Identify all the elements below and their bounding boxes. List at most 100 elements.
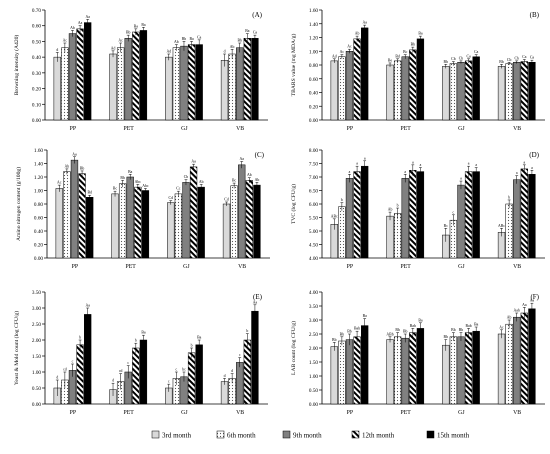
bar	[174, 193, 183, 259]
y-tick-label: 1.50	[32, 354, 41, 360]
significance-label: Ba	[363, 314, 368, 318]
significance-label: Bb	[80, 166, 85, 170]
significance-label: Ca	[253, 31, 258, 35]
significance-label: ABb	[386, 332, 393, 336]
bar	[528, 174, 536, 259]
y-tick-label: 0.50	[32, 39, 41, 45]
y-tick-label: 0.20	[309, 104, 318, 110]
significance-label: bc	[182, 368, 186, 372]
significance-label: Bb	[120, 176, 125, 180]
y-tick-label: 0.00	[309, 402, 318, 408]
bar	[361, 27, 369, 121]
bar	[386, 215, 394, 259]
significance-label: d	[112, 379, 114, 383]
y-tick-label: 6.00	[309, 202, 318, 208]
bar	[409, 49, 417, 121]
significance-label: Bab	[410, 324, 416, 328]
bar	[393, 213, 402, 259]
significance-label: Aa	[522, 303, 527, 307]
bar	[238, 164, 246, 259]
significance-label: cd	[63, 368, 67, 372]
bar	[132, 347, 140, 405]
y-tick-label: 0.00	[309, 118, 318, 124]
chart-panel-1: 0.00 0.10 0.20 0.30 0.40 0.50 0.60 0.70 Browning…	[13, 8, 268, 132]
significance-label: cd	[119, 369, 123, 373]
bar	[230, 185, 238, 259]
significance-label: Abc	[142, 184, 149, 188]
significance-label: Ab	[70, 26, 75, 30]
significance-label: Aa	[78, 21, 83, 25]
y-tick-label: 0.20	[32, 87, 41, 93]
bar	[70, 159, 79, 259]
significance-label: Ac	[499, 325, 504, 329]
bar	[61, 47, 69, 121]
legend-swatch	[282, 430, 291, 439]
y-tick-label: 0.10	[32, 102, 41, 108]
bar	[236, 47, 244, 121]
significance-label: Ca	[530, 56, 535, 60]
significance-label: Aa	[530, 299, 535, 303]
bar	[197, 186, 205, 259]
bar	[353, 38, 361, 121]
x-tick-label: VB	[513, 264, 521, 270]
significance-label: a	[349, 170, 351, 174]
y-tick-label: 1.00	[34, 189, 43, 195]
significance-label: Ba	[418, 32, 423, 36]
significance-label: Aa	[85, 304, 90, 308]
bar	[330, 60, 338, 121]
significance-label: Bab	[466, 324, 472, 328]
y-tick-label: 0.50	[309, 388, 318, 394]
bar	[132, 31, 140, 121]
bar	[251, 310, 259, 405]
bar	[472, 56, 480, 121]
x-tick-label: PP	[70, 410, 76, 416]
significance-label: Ab	[355, 32, 360, 36]
bar	[139, 30, 148, 121]
significance-label: Ca	[197, 35, 202, 39]
y-tick-label: 7.50	[309, 162, 318, 168]
x-tick-label: GJ	[458, 410, 465, 416]
bar	[528, 62, 536, 121]
significance-label: c	[453, 210, 455, 214]
significance-label: Bb	[459, 328, 464, 332]
significance-label: Cb	[459, 56, 464, 60]
significance-label: a	[523, 160, 525, 164]
chart-panel-6: 0.00 0.50 1.00 1.50 2.00 2.50 3.00 3.50 4.00 LAB …	[290, 290, 545, 416]
significance-label: Ba	[189, 37, 194, 41]
y-tick-label: 1.60	[34, 148, 43, 154]
x-tick-label: GJ	[181, 126, 188, 132]
y-tick-label: 1.50	[309, 360, 318, 366]
bar	[513, 179, 521, 259]
significance-label: Cb	[451, 57, 456, 61]
significance-label: b	[191, 344, 193, 348]
bar	[361, 165, 369, 259]
significance-label: Ab	[174, 40, 179, 44]
x-tick-label: PP	[70, 126, 76, 132]
bar	[497, 333, 506, 405]
y-tick-label: 0.60	[32, 24, 41, 30]
bar	[457, 336, 465, 405]
panel-label: (D)	[529, 151, 539, 159]
significance-label: Be	[388, 58, 393, 62]
y-tick-label: 7.00	[309, 175, 318, 181]
bar	[416, 171, 425, 259]
legend: 3rd month 6th month 9th month 12th month 15t…	[151, 430, 470, 440]
bar	[416, 38, 425, 121]
significance-label: a	[412, 160, 414, 164]
significance-label: Aab	[514, 309, 520, 313]
chart-panel-4: 4.00 4.50 5.00 5.50 6.00 6.50 7.00 7.50 8.00 TVC …	[290, 148, 545, 270]
y-tick-label: 1.00	[309, 374, 318, 380]
bar	[505, 203, 513, 259]
significance-label: Bab	[354, 327, 360, 331]
bar	[338, 56, 346, 121]
significance-label: b	[508, 195, 510, 199]
y-axis-title: TBARS value (mg MDA/g)	[290, 34, 297, 97]
bar	[124, 38, 132, 121]
significance-label: c	[127, 361, 129, 365]
panel-label: (F)	[530, 293, 539, 301]
bar	[345, 178, 354, 259]
significance-label: d	[56, 376, 58, 380]
significance-label: Cd	[169, 196, 174, 200]
significance-label: Ca	[474, 50, 479, 54]
